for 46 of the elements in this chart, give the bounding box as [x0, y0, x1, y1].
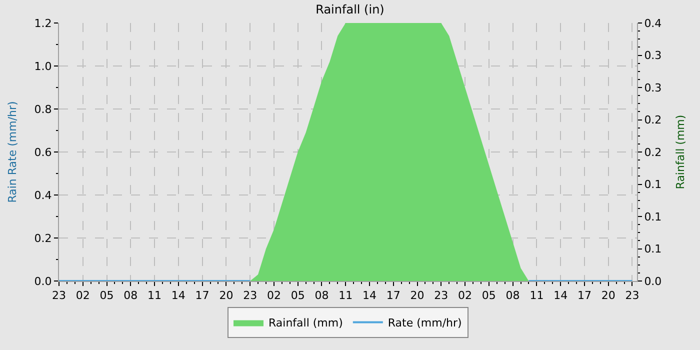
y-tick-label: 1.0: [34, 60, 52, 73]
y-tick-label: 0.6: [34, 146, 52, 159]
x-tick-label: 05: [290, 289, 305, 302]
x-tick-label: 23: [434, 289, 448, 302]
y2-tick-label: 0.0: [644, 274, 662, 288]
y-tick-label: 1.2: [34, 16, 52, 30]
y2-axis-title: Rainfall (mm): [674, 114, 687, 190]
x-tick-label: 05: [100, 289, 114, 302]
y-axis-title: Rain Rate (mm/hr): [6, 101, 19, 203]
y2-tick-label: 0.3: [644, 49, 662, 62]
x-tick-label: 20: [219, 289, 234, 302]
x-tick-label: 23: [625, 289, 640, 302]
x-tick-label: 23: [52, 289, 66, 302]
x-tick-label: 11: [338, 289, 353, 302]
y-tick-label: 0.0: [34, 274, 52, 288]
x-tick-label: 14: [171, 289, 186, 302]
y-tick-label: 0.4: [34, 188, 52, 202]
x-tick-label: 02: [458, 289, 472, 302]
y2-tick-label: 0.4: [644, 16, 662, 30]
y2-tick-label: 0.1: [644, 210, 662, 224]
x-tick-label: 08: [124, 289, 138, 302]
y-tick-label: 0.2: [34, 232, 52, 245]
x-tick-label: 14: [554, 289, 568, 302]
y2-tick-label: 0.2: [644, 114, 662, 127]
x-tick-label: 17: [577, 289, 592, 302]
y2-tick-label: 0.1: [644, 178, 662, 192]
x-tick-label: 08: [314, 289, 329, 302]
y-tick-label: 0.8: [34, 102, 52, 116]
x-tick-label: 23: [243, 289, 258, 302]
x-tick-label: 14: [362, 289, 376, 302]
legend-label: Rate (mm/hr): [388, 316, 462, 330]
x-tick-label: 02: [76, 289, 90, 302]
x-tick-label: 17: [386, 289, 400, 302]
y2-tick-label: 0.1: [644, 242, 662, 256]
y2-tick-label: 0.3: [644, 81, 662, 94]
x-tick-label: 11: [530, 289, 544, 302]
x-tick-label: 11: [148, 289, 162, 302]
chart-title: Rainfall (in): [316, 2, 384, 17]
x-tick-label: 08: [506, 289, 520, 302]
x-tick-label: 20: [601, 289, 616, 302]
x-tick-label: 02: [266, 289, 281, 302]
x-tick-label: 20: [410, 289, 424, 302]
y2-tick-label: 0.2: [644, 146, 662, 159]
x-tick-label: 17: [195, 289, 210, 302]
legend-label: Rainfall (mm): [268, 316, 343, 330]
x-tick-label: 05: [482, 289, 496, 302]
